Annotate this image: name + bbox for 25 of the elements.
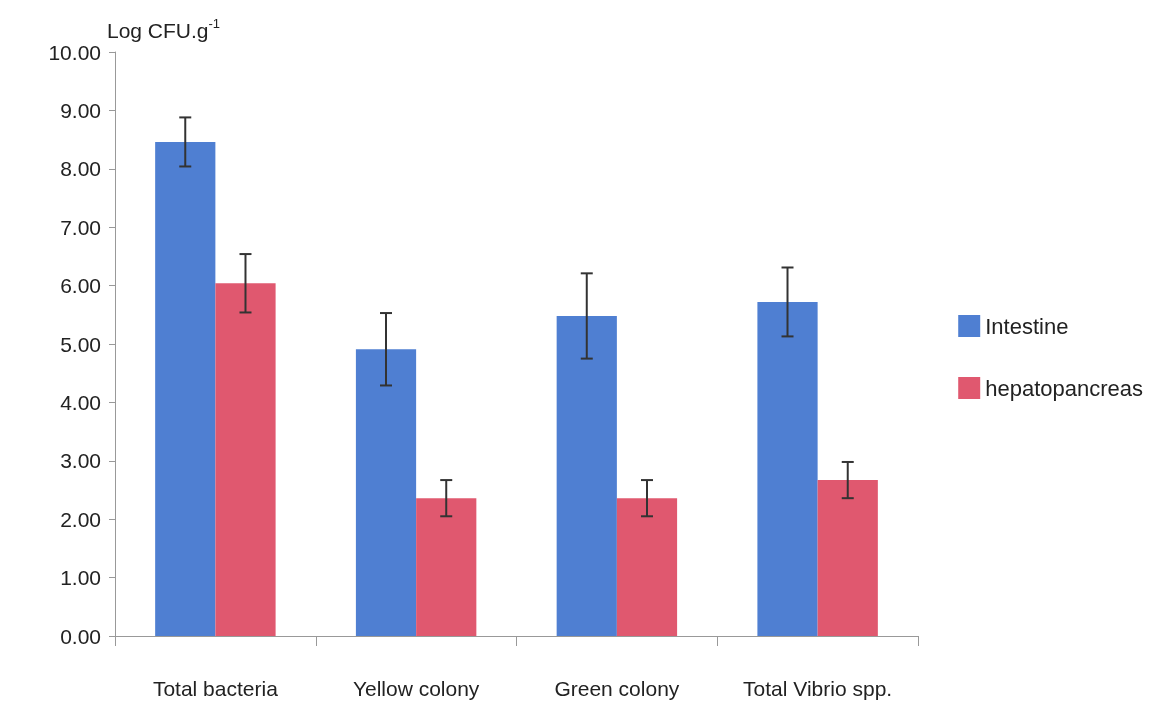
y-tick-label: 4.00 <box>60 390 101 414</box>
y-tick-label: 0.00 <box>60 624 101 648</box>
bar <box>355 349 417 636</box>
y-tick-label: 1.00 <box>60 566 101 590</box>
y-tick-label: 6.00 <box>60 274 101 298</box>
bar <box>616 498 678 636</box>
y-tick-label: 8.00 <box>60 157 101 181</box>
y-tick-label: 5.00 <box>60 332 101 356</box>
bar <box>416 498 477 636</box>
y-tick-label: 2.00 <box>60 507 101 531</box>
legend-label: hepatopancreas <box>985 375 1143 401</box>
x-tick-label: Yellow colony <box>352 677 480 700</box>
y-tick-label: 7.00 <box>60 215 101 239</box>
bar <box>556 315 617 636</box>
y-tick-label: 9.00 <box>60 98 101 122</box>
y-tick-label: 3.00 <box>60 449 101 473</box>
bar <box>155 141 216 636</box>
x-tick-label: Total bacteria <box>152 677 279 700</box>
x-tick-label: Green colony <box>554 677 680 700</box>
bar <box>757 301 818 636</box>
bar <box>817 480 878 636</box>
legend-label: Intestine <box>985 313 1069 339</box>
bar <box>215 283 276 636</box>
y-tick-label: 10.00 <box>48 40 101 64</box>
x-tick-label: Total Vibrio spp. <box>743 677 893 700</box>
